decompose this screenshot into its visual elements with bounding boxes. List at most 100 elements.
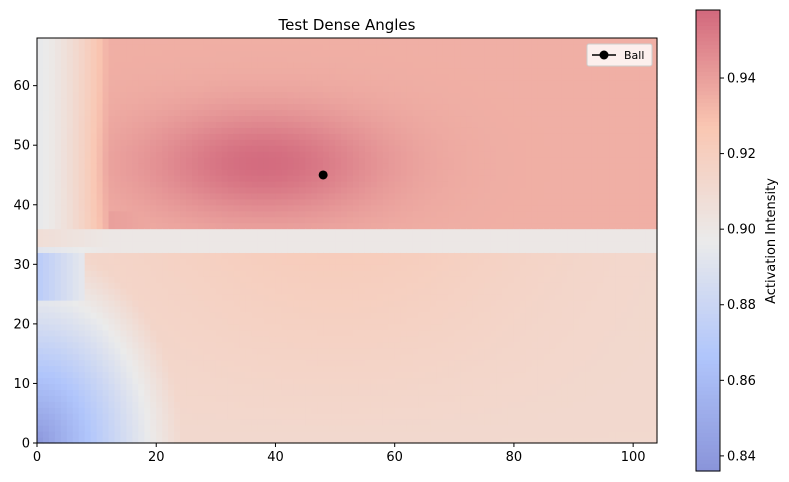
heatmap-cell — [382, 425, 390, 432]
heatmap-cell — [48, 437, 56, 444]
heatmap-cell — [233, 252, 241, 259]
heatmap-cell — [138, 300, 145, 307]
heatmap-cell — [60, 55, 68, 63]
heatmap-cell — [352, 145, 360, 152]
heatmap-cell — [37, 222, 44, 230]
heatmap-cell — [299, 288, 306, 295]
heatmap-cell — [263, 157, 271, 164]
heatmap-cell — [239, 252, 247, 259]
heatmap-cell — [329, 300, 336, 307]
heatmap-cell — [430, 246, 438, 254]
heatmap-cell — [245, 61, 253, 69]
heatmap-cell — [90, 306, 98, 313]
heatmap-cell — [108, 145, 116, 152]
heatmap-cell — [394, 85, 402, 93]
heatmap-cell — [144, 300, 151, 307]
heatmap-cell — [203, 157, 211, 164]
heatmap-cell — [442, 317, 449, 325]
heatmap-cell — [287, 252, 294, 259]
heatmap-cell — [370, 163, 378, 170]
heatmap-cell — [370, 145, 378, 152]
heatmap-cell — [66, 270, 74, 277]
heatmap-cell — [132, 163, 139, 170]
heatmap-cell — [209, 276, 217, 283]
heatmap-cell — [448, 335, 455, 343]
heatmap-cell — [138, 163, 145, 170]
heatmap-cell — [382, 61, 390, 69]
heatmap-cell — [126, 270, 133, 277]
heatmap-cell — [454, 210, 461, 218]
heatmap-cell — [60, 198, 68, 206]
heatmap-cell — [394, 204, 402, 212]
heatmap-cell — [192, 163, 199, 170]
heatmap-cell — [144, 341, 151, 349]
heatmap-cell — [329, 246, 336, 254]
heatmap-cell — [269, 431, 277, 438]
heatmap-cell — [156, 55, 163, 63]
heatmap-cell — [203, 240, 211, 248]
heatmap-cell — [42, 300, 50, 307]
heatmap-cell — [436, 115, 443, 122]
heatmap-cell — [114, 311, 122, 319]
heatmap-cell — [72, 169, 80, 176]
heatmap-cell — [126, 425, 133, 432]
heatmap-cell — [382, 169, 390, 176]
heatmap-cell — [48, 329, 56, 337]
heatmap-cell — [203, 413, 211, 420]
heatmap-cell — [293, 431, 300, 438]
heatmap-cell — [436, 246, 443, 254]
heatmap-cell — [156, 341, 163, 349]
heatmap-cell — [329, 407, 336, 414]
heatmap-cell — [424, 61, 432, 69]
heatmap-cell — [186, 174, 193, 182]
heatmap-cell — [317, 43, 324, 51]
heatmap-cell — [42, 425, 50, 432]
heatmap-cell — [84, 79, 92, 87]
heatmap-cell — [442, 79, 449, 87]
heatmap-cell — [329, 38, 336, 45]
heatmap-cell — [90, 234, 98, 242]
heatmap-cell — [192, 210, 199, 218]
heatmap-cell — [60, 282, 68, 289]
heatmap-cell — [42, 306, 50, 313]
heatmap-cell — [311, 371, 318, 379]
heatmap-cell — [168, 38, 175, 45]
heatmap-cell — [293, 395, 300, 402]
heatmap-cell — [394, 246, 402, 254]
heatmap-cell — [245, 246, 253, 254]
heatmap-cell — [37, 174, 44, 182]
heatmap-cell — [126, 341, 133, 349]
heatmap-cell — [138, 413, 145, 420]
heatmap-cell — [275, 419, 283, 426]
heatmap-cell — [275, 97, 283, 105]
heatmap-cell — [138, 282, 145, 289]
heatmap-cell — [150, 264, 157, 271]
heatmap-cell — [347, 145, 354, 152]
heatmap-cell — [209, 258, 217, 265]
heatmap-cell — [60, 43, 68, 51]
heatmap-cell — [114, 79, 122, 87]
heatmap-cell — [197, 401, 205, 408]
heatmap-cell — [329, 103, 336, 111]
heatmap-cell — [251, 151, 259, 158]
heatmap-cell — [323, 121, 330, 128]
heatmap-cell — [287, 210, 294, 218]
heatmap-cell — [60, 359, 68, 367]
heatmap-cell — [114, 347, 122, 355]
heatmap-cell — [156, 282, 163, 289]
heatmap-cell — [442, 401, 449, 408]
heatmap-cell — [448, 413, 455, 420]
heatmap-cell — [430, 437, 438, 444]
heatmap-cell — [364, 222, 372, 230]
heatmap-cell — [305, 389, 312, 396]
heatmap-cell — [341, 294, 348, 301]
heatmap-cell — [90, 79, 98, 87]
heatmap-cell — [263, 270, 271, 277]
heatmap-cell — [448, 49, 455, 57]
heatmap-cell — [275, 79, 283, 87]
heatmap-cell — [48, 270, 56, 277]
heatmap-cell — [108, 49, 116, 57]
heatmap-cell — [418, 97, 426, 105]
heatmap-cell — [293, 365, 300, 373]
heatmap-cell — [305, 431, 312, 438]
